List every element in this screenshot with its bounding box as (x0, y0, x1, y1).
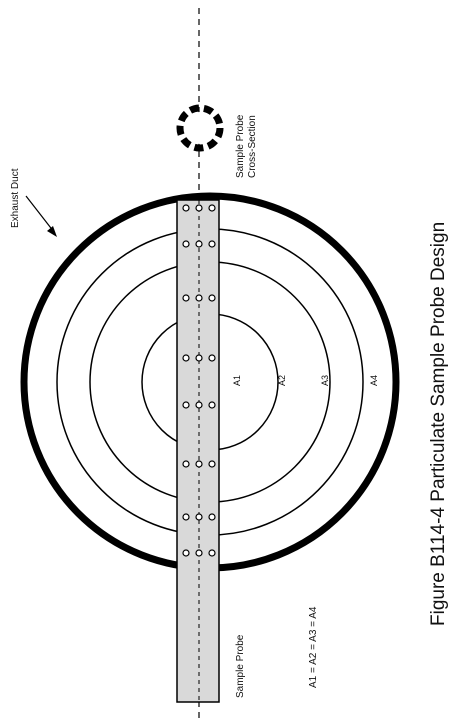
sampling-port (196, 355, 202, 361)
area-label-a2: A2 (277, 375, 287, 386)
sampling-port (209, 355, 215, 361)
sampling-port (196, 550, 202, 556)
sample-probe-label: Sample Probe (235, 634, 246, 698)
exhaust-duct-label: Exhaust Duct (10, 168, 21, 228)
exhaust-duct-leader (26, 196, 57, 237)
sampling-port (196, 241, 202, 247)
sampling-port (183, 402, 189, 408)
sample-probe (177, 200, 219, 702)
sampling-port (209, 205, 215, 211)
area-equation: A1 = A2 = A3 = A4 (308, 606, 319, 688)
sampling-port (209, 550, 215, 556)
sampling-port (183, 355, 189, 361)
area-label-a4: A4 (369, 375, 379, 386)
sampling-port (209, 241, 215, 247)
sampling-port (196, 461, 202, 467)
sampling-port (209, 402, 215, 408)
sampling-port (183, 514, 189, 520)
sampling-port (183, 241, 189, 247)
sampling-port (183, 205, 189, 211)
sampling-port (196, 514, 202, 520)
sampling-port (209, 461, 215, 467)
sampling-port (196, 402, 202, 408)
sampling-port (196, 295, 202, 301)
sampling-port (209, 514, 215, 520)
sampling-port (183, 550, 189, 556)
sampling-port (183, 295, 189, 301)
probe-cross-section (180, 108, 220, 148)
sampling-port (183, 461, 189, 467)
area-label-a3: A3 (320, 375, 330, 386)
sampling-port (196, 205, 202, 211)
cross-section-label: Sample Probe Cross-Section (235, 112, 258, 178)
sampling-port (209, 295, 215, 301)
area-label-a1: A1 (232, 375, 242, 386)
figure-caption: Figure B114-4 Particulate Sample Probe D… (428, 222, 449, 626)
